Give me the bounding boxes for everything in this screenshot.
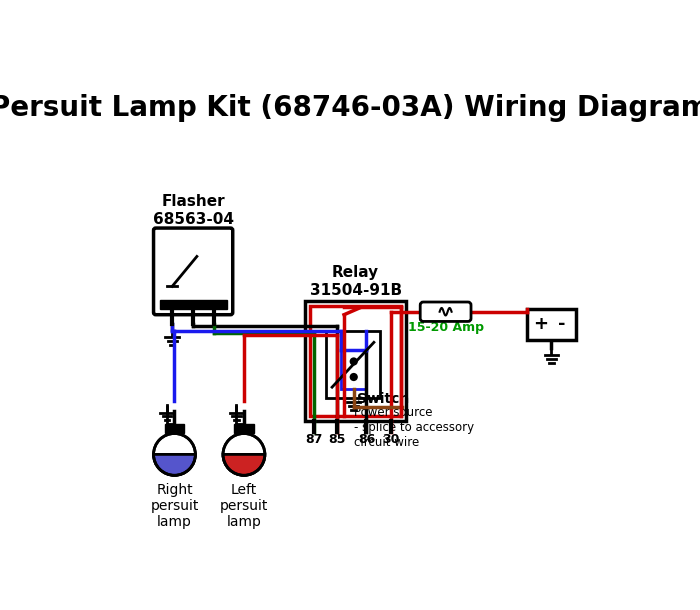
Text: +: + bbox=[533, 315, 548, 334]
Text: Flasher
68563-04: Flasher 68563-04 bbox=[153, 194, 234, 226]
Circle shape bbox=[223, 434, 265, 475]
Bar bbox=[310, 306, 401, 415]
Bar bbox=[305, 301, 406, 421]
Text: 86: 86 bbox=[358, 434, 375, 447]
Wedge shape bbox=[153, 454, 195, 475]
Text: 87: 87 bbox=[305, 434, 323, 447]
FancyBboxPatch shape bbox=[420, 302, 471, 321]
Bar bbox=[326, 331, 380, 398]
Circle shape bbox=[349, 373, 358, 381]
Wedge shape bbox=[223, 454, 265, 475]
Bar bbox=[527, 309, 575, 340]
Text: Switch: Switch bbox=[358, 392, 409, 406]
Circle shape bbox=[153, 434, 195, 475]
Text: Right
persuit
lamp: Right persuit lamp bbox=[150, 483, 199, 529]
Text: 85: 85 bbox=[328, 434, 345, 447]
Bar bbox=[341, 350, 366, 389]
Bar bbox=[234, 424, 253, 434]
Text: -: - bbox=[558, 315, 566, 334]
Text: 30: 30 bbox=[382, 434, 400, 447]
Bar bbox=[160, 300, 227, 309]
Text: 15-20 Amp: 15-20 Amp bbox=[407, 321, 484, 334]
Bar bbox=[164, 424, 184, 434]
Circle shape bbox=[349, 357, 358, 365]
Text: Left
persuit
lamp: Left persuit lamp bbox=[220, 483, 268, 529]
Text: Persuit Lamp Kit (68746-03A) Wiring Diagram: Persuit Lamp Kit (68746-03A) Wiring Diag… bbox=[0, 93, 700, 121]
Text: Power source
- splice to accessory
circuit wire: Power source - splice to accessory circu… bbox=[354, 406, 474, 449]
Text: Relay
31504-91B: Relay 31504-91B bbox=[309, 265, 402, 298]
FancyBboxPatch shape bbox=[153, 228, 232, 315]
